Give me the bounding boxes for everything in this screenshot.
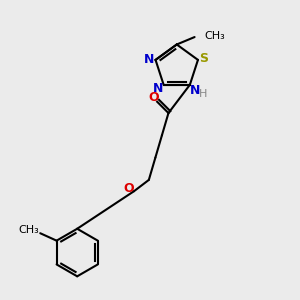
Text: CH₃: CH₃: [18, 225, 39, 235]
Text: S: S: [200, 52, 208, 65]
Text: N: N: [152, 82, 163, 95]
Text: O: O: [148, 91, 159, 104]
Text: CH₃: CH₃: [204, 31, 225, 41]
Text: N: N: [190, 84, 200, 97]
Text: O: O: [123, 182, 134, 195]
Text: H: H: [199, 89, 208, 99]
Text: N: N: [144, 53, 154, 66]
